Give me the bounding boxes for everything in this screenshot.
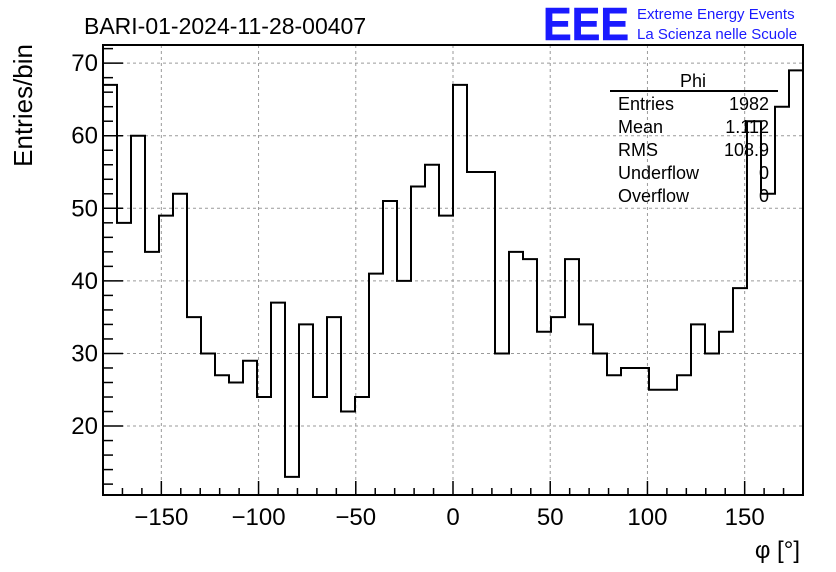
tick-labels: −150 −100 −50 0 50 100 150 20 30 40 50 60 70	[71, 50, 764, 531]
y-tick-label: 70	[71, 50, 98, 77]
histogram-bin	[523, 259, 537, 495]
stats-box-title: Phi	[680, 71, 706, 91]
x-axis-label: φ [°]	[755, 537, 800, 564]
stats-row-value: 108.9	[724, 140, 769, 160]
histogram-bin	[705, 353, 719, 495]
eee-logo-mark: EEE	[543, 0, 629, 50]
x-tick-label: 150	[725, 504, 765, 531]
histogram-bin	[789, 70, 803, 495]
histogram-bin	[201, 353, 215, 495]
stats-row-value: 1.112	[725, 117, 769, 137]
y-tick-label: 40	[71, 268, 98, 295]
stats-row-value: 0	[759, 163, 769, 183]
y-tick-label: 50	[71, 195, 98, 222]
histogram-bin	[131, 136, 145, 495]
x-tick-label: −100	[232, 504, 286, 531]
stats-row-label: Overflow	[618, 186, 690, 206]
y-tick-label: 20	[71, 413, 98, 440]
histogram-bin	[229, 383, 243, 496]
histogram-bin	[215, 375, 229, 495]
histogram-bin	[117, 223, 131, 495]
stats-row-value: 0	[759, 186, 769, 206]
histogram-bin	[425, 165, 439, 495]
histogram-bin	[439, 216, 453, 495]
histogram-bin	[103, 85, 117, 495]
histogram-bin	[495, 353, 509, 495]
eee-logo-line1: Extreme Energy Events	[637, 6, 795, 23]
histogram-bin	[299, 324, 313, 495]
histogram-series	[103, 69, 803, 496]
histogram-bin	[411, 187, 425, 495]
histogram-bin	[691, 324, 705, 495]
x-tick-label: 50	[537, 504, 564, 531]
stats-rows: Entries 1982 Mean 1.112 RMS 108.9 Underflow 0 Ov…	[618, 94, 769, 206]
histogram-line	[103, 69, 803, 478]
histogram-bin	[579, 324, 593, 495]
stats-row-value: 1982	[729, 94, 769, 114]
chart-title: BARI-01-2024-11-28-00407	[84, 13, 366, 39]
grid-lines	[103, 45, 803, 495]
stats-box: Phi Entries 1982 Mean 1.112 RMS 108.9 Underflo…	[610, 71, 778, 206]
histogram-bin	[565, 259, 579, 495]
eee-logo-line2: La Scienza nelle Scuole	[637, 26, 797, 43]
histogram-bin	[467, 172, 481, 495]
stats-row-label: RMS	[618, 140, 658, 160]
histogram-bin	[677, 375, 691, 495]
histogram-bin	[313, 397, 327, 495]
histogram-bin	[593, 353, 607, 495]
histogram-bin	[271, 303, 285, 495]
histogram-bin	[663, 390, 677, 495]
histogram-bin	[621, 368, 635, 495]
histogram-bin	[635, 368, 649, 495]
histogram-bin	[733, 288, 747, 495]
stats-row-label: Underflow	[618, 163, 700, 183]
histogram-bin	[649, 390, 663, 495]
histogram-bin	[761, 194, 775, 495]
histogram-bin	[383, 201, 397, 495]
y-tick-label: 30	[71, 340, 98, 367]
histogram-bin	[775, 107, 789, 495]
x-tick-label: 0	[446, 504, 459, 531]
histogram-bin	[537, 332, 551, 495]
histogram-bin	[551, 317, 565, 495]
histogram-bin	[481, 172, 495, 495]
histogram-bin	[145, 252, 159, 495]
axis-ticks	[102, 47, 804, 495]
histogram-bin	[397, 281, 411, 495]
histogram-bin	[187, 317, 201, 495]
histogram-bin	[243, 361, 257, 495]
histogram-bin	[607, 375, 621, 495]
histogram-bin	[159, 216, 173, 495]
histogram-bin	[341, 412, 355, 495]
histogram-bin	[369, 274, 383, 495]
histogram-bin	[509, 252, 523, 495]
histogram-bin	[257, 397, 271, 495]
stats-row-label: Entries	[618, 94, 674, 114]
eee-logo: EEE Extreme Energy Events La Scienza nel…	[543, 0, 797, 50]
x-tick-label: 100	[627, 504, 667, 531]
y-axis-label: Entries/bin	[8, 44, 38, 167]
stats-row-label: Mean	[618, 117, 663, 137]
x-tick-label: −150	[134, 504, 188, 531]
histogram-bin	[355, 397, 369, 495]
histogram-bin	[719, 332, 733, 495]
histogram-bin	[453, 85, 467, 495]
y-tick-label: 60	[71, 123, 98, 150]
histogram-bin	[327, 317, 341, 495]
histogram-bin	[173, 194, 187, 495]
x-tick-label: −50	[335, 504, 376, 531]
